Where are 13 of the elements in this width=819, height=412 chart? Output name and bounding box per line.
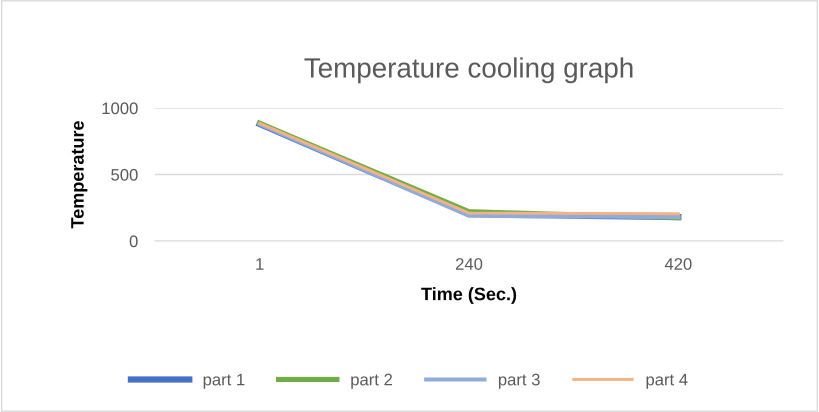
x-tick-label: 1 [256,258,264,270]
legend-label: part 2 [351,374,392,389]
chart-title: Temperature cooling graph [304,57,632,84]
y-tick-label: 1000 [102,102,138,114]
x-tick-label: 240 [456,258,482,270]
legend-label: part 1 [204,374,244,389]
x-axis-title: Time (Sec.) [421,287,516,304]
y-axis-title: Temperature [71,121,88,228]
x-tick-label: 420 [664,258,692,270]
y-tick-label: 500 [111,168,138,181]
legend-label: part 3 [498,374,540,389]
legend-label: part 4 [646,374,688,389]
y-tick-label: 0 [130,235,138,248]
